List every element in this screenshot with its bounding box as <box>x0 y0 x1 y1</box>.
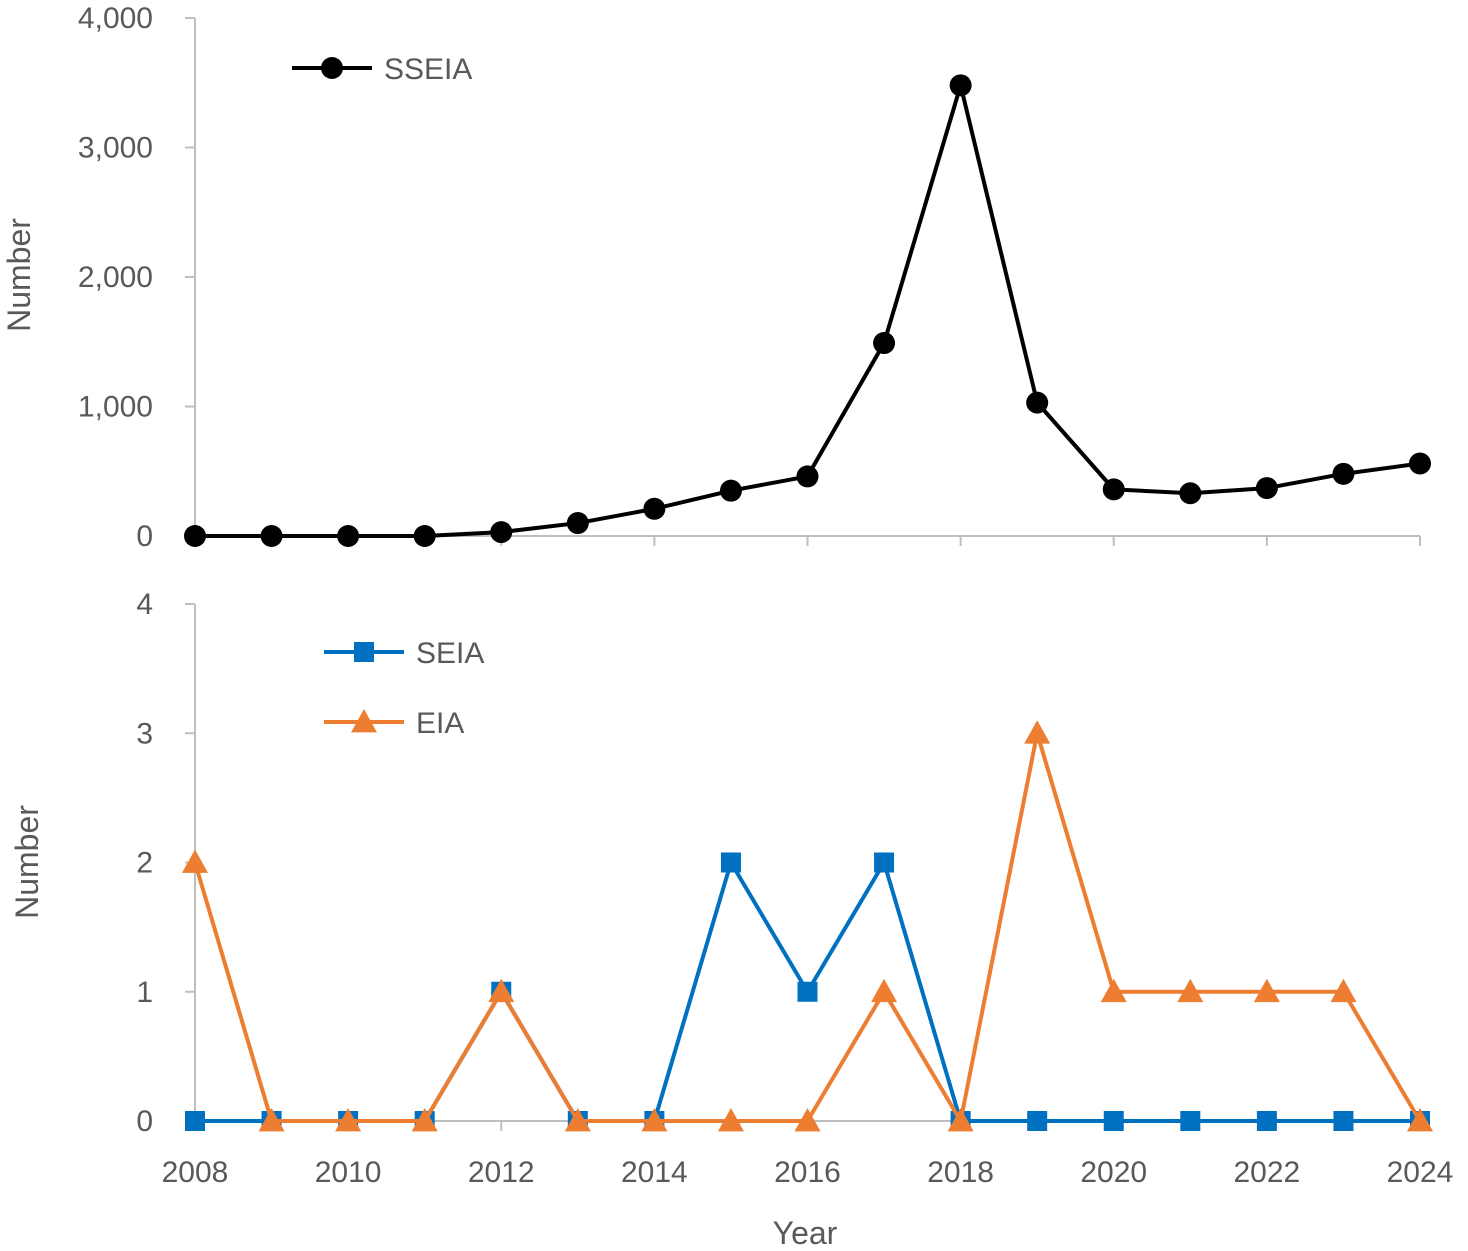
x-tick-label: 2010 <box>315 1156 382 1189</box>
sseia-point <box>1026 391 1049 414</box>
x-tick-label: 2022 <box>1234 1156 1301 1189</box>
x-tick-label: 2020 <box>1080 1156 1147 1189</box>
sseia-point <box>1332 462 1355 485</box>
eia-point <box>947 1108 974 1132</box>
seia-point <box>1180 1111 1201 1131</box>
seia-point <box>874 852 895 873</box>
sseia-legend-marker <box>321 57 343 79</box>
eia-point <box>182 849 208 873</box>
seia-legend-marker <box>354 642 374 662</box>
eia-point <box>641 1108 668 1132</box>
bottom-y-tick-label: 4 <box>136 588 153 621</box>
eia-point <box>717 1108 744 1132</box>
sseia-point <box>719 479 742 502</box>
eia-point <box>411 1108 438 1132</box>
sseia-point <box>1255 477 1278 500</box>
top-y-tick-label: 1,000 <box>78 391 153 424</box>
top-y-tick-label: 2,000 <box>78 261 153 294</box>
sseia-point <box>643 497 666 520</box>
eia-point <box>258 1108 285 1132</box>
sseia-point <box>796 465 819 488</box>
sseia-point <box>566 512 589 535</box>
x-tick-label: 2016 <box>774 1156 841 1189</box>
eia-point <box>564 1108 591 1132</box>
seia-point <box>1103 1111 1124 1131</box>
x-tick-label: 2018 <box>927 1156 994 1189</box>
bottom-y-tick-label: 3 <box>136 717 153 750</box>
sseia-point <box>1102 478 1125 501</box>
sseia-point <box>873 332 896 355</box>
eia-point <box>1100 978 1127 1003</box>
top-panel: 0 1,000 2,000 3,000 4,000 Number SSEIA <box>1 2 1431 553</box>
seia-point <box>185 1111 205 1131</box>
x-tick-label: 2012 <box>468 1156 535 1189</box>
sseia-point <box>337 525 360 547</box>
eia-point <box>1024 720 1051 744</box>
sseia-point <box>1179 482 1202 505</box>
sseia-point <box>1409 452 1431 475</box>
bottom-y-tick-label: 0 <box>136 1105 153 1138</box>
top-y-axis-title: Number <box>1 218 37 332</box>
top-y-tick-label: 3,000 <box>78 132 153 165</box>
seia-point <box>1027 1111 1048 1131</box>
x-tick-label: 2024 <box>1387 1156 1454 1189</box>
eia-point <box>1407 1108 1433 1132</box>
seia-point <box>1256 1111 1277 1131</box>
top-y-tick-label: 0 <box>136 520 153 553</box>
eia-legend-marker <box>351 709 377 733</box>
eia-point <box>871 978 898 1003</box>
eia-point <box>335 1108 362 1132</box>
bottom-y-tick-label: 2 <box>136 847 153 880</box>
sseia-point <box>490 521 513 544</box>
eia-point <box>488 978 515 1003</box>
seia-legend-label: SEIA <box>416 637 484 670</box>
bottom-panel: 0 1 2 3 4 2008 2010 2012 2014 2016 2018 2020 2022 202… <box>9 588 1453 1251</box>
x-tick-label: 2014 <box>621 1156 688 1189</box>
seia-point <box>797 981 818 1002</box>
seia-point <box>1333 1111 1354 1131</box>
bottom-y-tick-label: 1 <box>136 976 153 1009</box>
eia-point <box>1330 978 1357 1003</box>
sseia-point <box>184 525 206 547</box>
sseia-point <box>949 74 972 97</box>
sseia-point <box>413 525 436 547</box>
bottom-y-axis-title: Number <box>9 805 45 919</box>
eia-point <box>1177 978 1204 1003</box>
x-axis-title: Year <box>773 1215 838 1251</box>
sseia-point <box>260 525 283 547</box>
eia-point <box>794 1108 821 1132</box>
x-tick-label: 2008 <box>162 1156 229 1189</box>
sseia-legend-label: SSEIA <box>384 53 472 86</box>
top-y-tick-label: 4,000 <box>78 2 153 35</box>
eia-point <box>1253 978 1280 1003</box>
eia-legend-label: EIA <box>416 707 464 740</box>
eia-series-line <box>193 731 1422 1123</box>
seia-point <box>720 852 741 873</box>
